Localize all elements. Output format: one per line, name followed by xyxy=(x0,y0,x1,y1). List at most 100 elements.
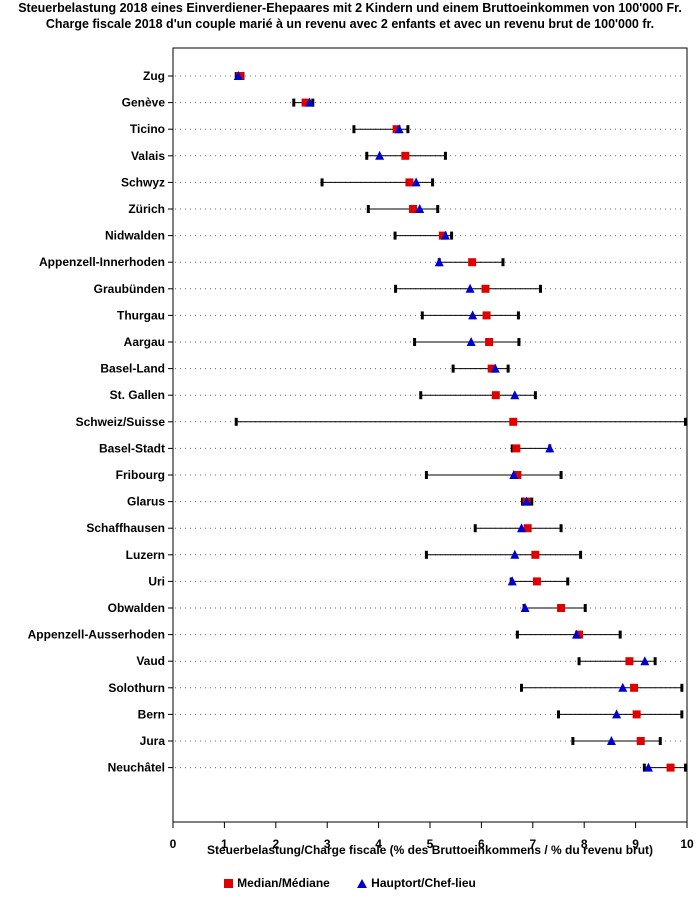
range-max-cap xyxy=(539,284,543,293)
range-min-cap xyxy=(521,497,525,506)
capital-point xyxy=(434,257,444,267)
range-min-cap xyxy=(366,205,370,213)
x-tick-label: 7 xyxy=(529,837,536,851)
x-tick-label: 0 xyxy=(170,837,177,851)
range-max-cap xyxy=(683,763,687,772)
capital-point xyxy=(640,656,650,666)
median-point xyxy=(487,364,496,373)
median-point xyxy=(625,657,634,666)
chart-subtitle: Charge fiscale 2018 d'un couple marié à … xyxy=(45,17,655,31)
capital-point xyxy=(520,603,530,612)
range-max-cap xyxy=(683,417,687,426)
row-label: Valais xyxy=(131,149,165,163)
capital-point xyxy=(612,709,622,719)
median-point xyxy=(301,98,310,107)
range-min-cap xyxy=(320,178,324,187)
median-point xyxy=(532,577,541,586)
capital-point xyxy=(305,97,315,107)
capital-point xyxy=(618,682,628,692)
median-point xyxy=(438,231,447,240)
x-tick-label: 10 xyxy=(680,837,694,851)
range-max-cap xyxy=(579,550,583,559)
capital-point xyxy=(643,762,653,772)
row-label: Zürich xyxy=(128,202,165,216)
x-tick-label: 9 xyxy=(632,837,639,851)
range-min-cap xyxy=(510,444,514,453)
row-label: Thurgau xyxy=(117,308,165,322)
x-tick-label: 8 xyxy=(581,837,588,851)
median-point xyxy=(401,151,410,160)
row-label: Ticino xyxy=(130,122,165,136)
legend-median-label: Median/Médiane xyxy=(237,876,330,890)
capital-point xyxy=(468,310,478,320)
row-label: Appenzell-Ausserhoden xyxy=(28,628,165,642)
range-max-cap xyxy=(583,604,587,612)
range-min-cap xyxy=(571,737,575,745)
capital-point xyxy=(375,150,385,160)
median-square-icon xyxy=(224,878,234,888)
median-point xyxy=(632,710,641,719)
row-label: Graubünden xyxy=(94,282,165,296)
range-max-cap xyxy=(517,338,521,346)
legend-item-capital: Hauptort/Chef-lieu xyxy=(357,876,476,890)
range-max-cap xyxy=(443,151,447,160)
row-label: Fribourg xyxy=(116,468,165,482)
row-label: St. Gallen xyxy=(110,388,165,402)
range-max-cap xyxy=(680,683,684,692)
capital-point xyxy=(571,629,581,639)
row-label: Vaud xyxy=(136,654,165,668)
row-label: Genève xyxy=(122,96,166,110)
x-tick-label: 5 xyxy=(427,837,434,851)
row-label: Schwyz xyxy=(121,175,165,189)
row-label: Uri xyxy=(148,574,165,588)
median-point xyxy=(557,604,566,612)
range-min-cap xyxy=(394,284,398,293)
range-max-cap xyxy=(680,710,684,719)
row-label: Basel-Land xyxy=(100,362,165,376)
median-point xyxy=(636,737,645,745)
range-min-cap xyxy=(234,417,238,426)
range-max-cap xyxy=(506,364,510,373)
row-label: Schaffhausen xyxy=(86,521,165,535)
range-max-cap xyxy=(559,471,563,479)
median-point xyxy=(512,444,521,453)
capital-point xyxy=(415,204,425,213)
capital-point xyxy=(490,363,500,373)
x-tick-label: 3 xyxy=(324,837,331,851)
legend: Median/Médiane Hauptort/Chef-lieu xyxy=(0,876,700,891)
capital-point xyxy=(510,549,520,559)
range-min-cap xyxy=(451,364,455,373)
row-label: Zug xyxy=(143,69,165,83)
range-max-cap xyxy=(658,737,662,745)
chart-title: Steuerbelastung 2018 eines Einverdiener-… xyxy=(18,1,682,15)
x-tick-label: 1 xyxy=(221,837,228,851)
capital-triangle-icon xyxy=(357,878,368,888)
capital-point xyxy=(509,470,519,479)
median-point xyxy=(481,284,490,293)
row-label: Nidwalden xyxy=(105,229,165,243)
x-tick-label: 6 xyxy=(478,837,485,851)
range-min-cap xyxy=(519,683,523,692)
row-label: Aargau xyxy=(124,335,165,349)
range-max-cap xyxy=(406,125,410,134)
median-point xyxy=(630,683,639,692)
range-max-cap xyxy=(618,630,622,639)
range-max-cap xyxy=(653,657,657,666)
range-max-cap xyxy=(501,258,505,267)
range-max-cap xyxy=(566,577,570,586)
capital-point xyxy=(411,177,421,187)
median-point xyxy=(491,391,500,400)
capital-point xyxy=(522,496,532,506)
capital-point xyxy=(394,124,404,134)
capital-point xyxy=(507,576,517,586)
capital-point xyxy=(516,523,526,533)
row-label: Jura xyxy=(140,734,166,748)
range-min-cap xyxy=(393,231,397,240)
range-min-cap xyxy=(413,338,417,346)
median-point xyxy=(392,125,401,134)
range-max-cap xyxy=(516,311,520,320)
median-point xyxy=(485,338,494,346)
row-label: Basel-Stadt xyxy=(99,441,165,455)
range-max-cap xyxy=(436,205,440,213)
